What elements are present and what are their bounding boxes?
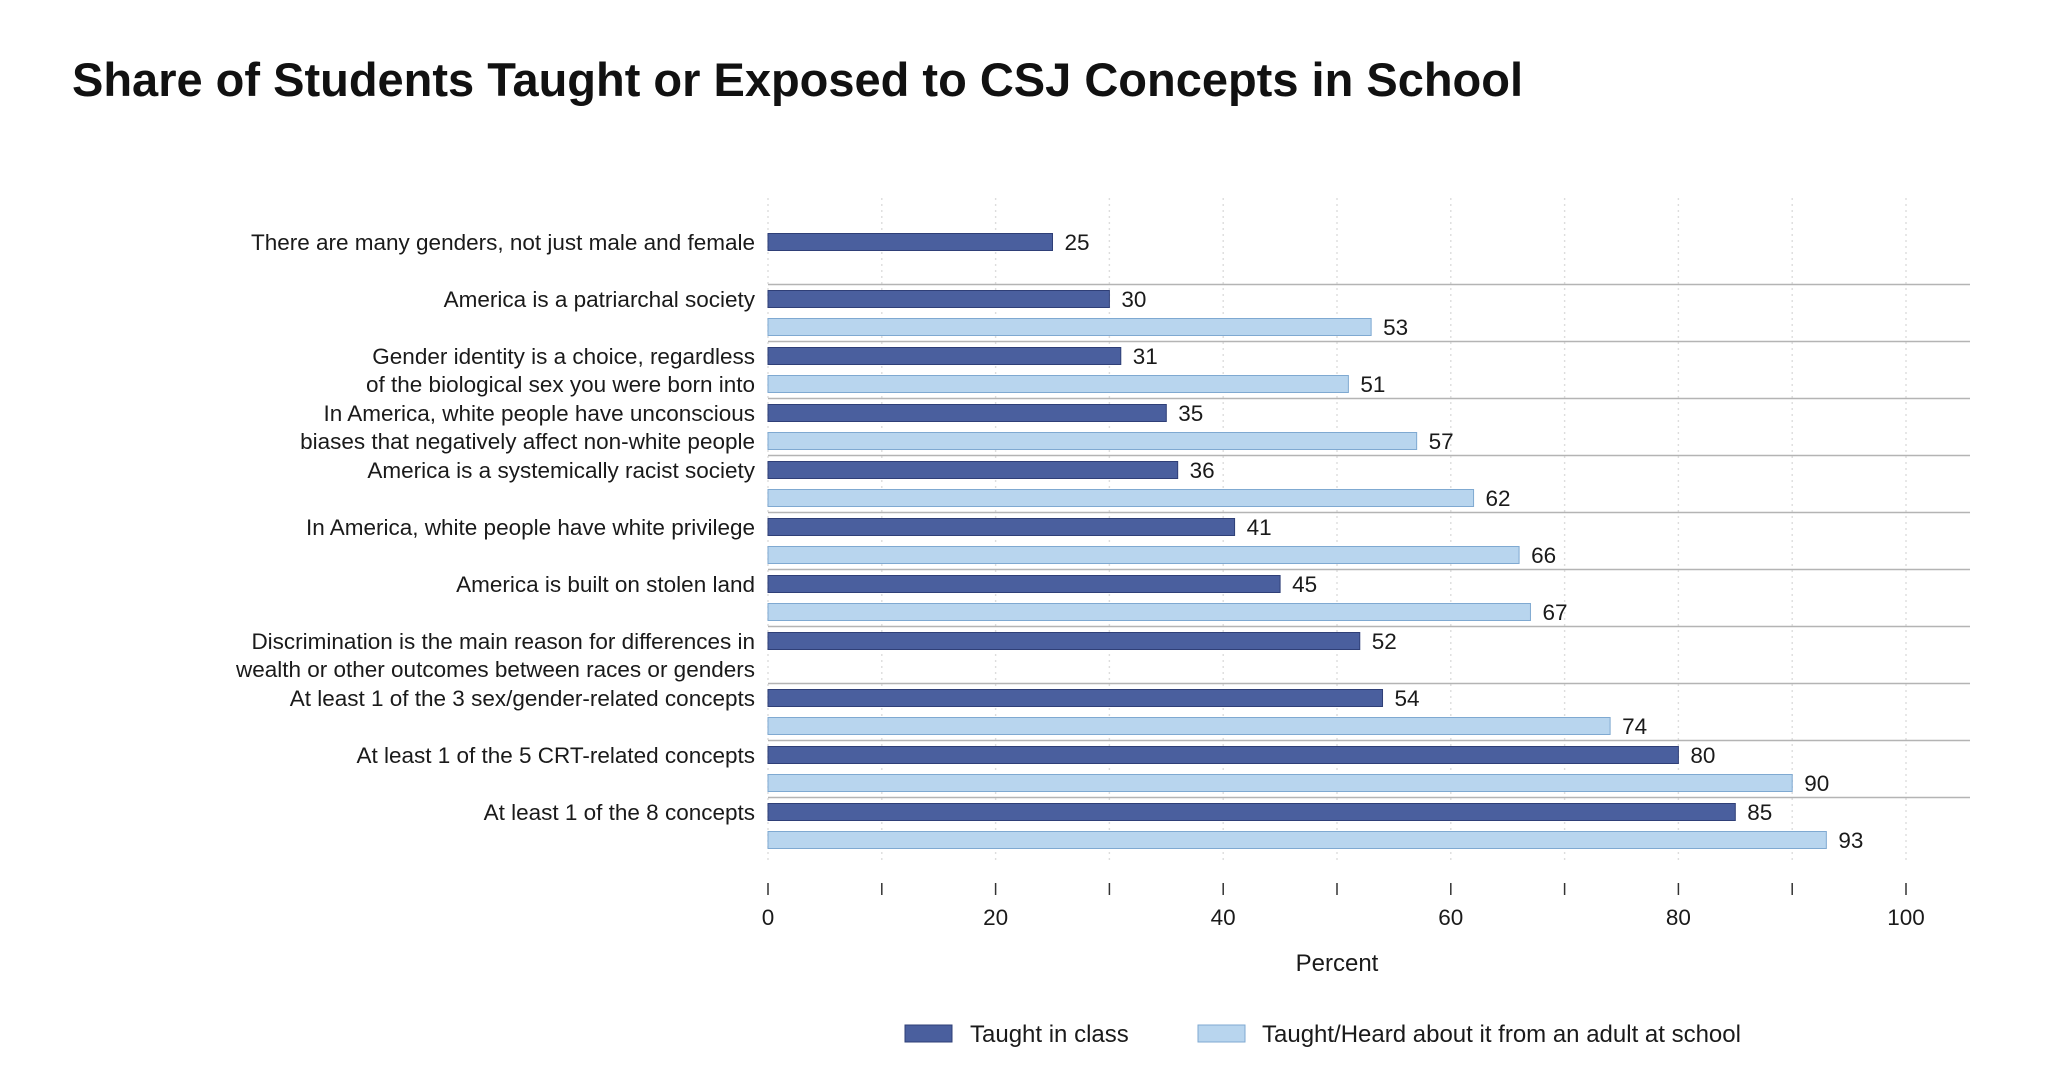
category-label: In America, white people have white priv… bbox=[306, 515, 755, 540]
category-label: There are many genders, not just male an… bbox=[251, 230, 755, 255]
bar-taught-in-class bbox=[767, 575, 1281, 593]
value-label: 53 bbox=[1383, 315, 1408, 340]
value-label: 57 bbox=[1429, 429, 1454, 454]
value-label: 31 bbox=[1133, 344, 1158, 369]
value-label: 93 bbox=[1838, 828, 1863, 853]
bar-heard-from-adult bbox=[767, 603, 1531, 621]
value-label: 54 bbox=[1395, 686, 1420, 711]
category-label: wealth or other outcomes between races o… bbox=[235, 657, 755, 682]
bar-heard-from-adult bbox=[767, 774, 1793, 792]
category-label: Gender identity is a choice, regardless bbox=[372, 344, 755, 369]
chart-title: Share of Students Taught or Exposed to C… bbox=[72, 53, 1524, 106]
bar-taught-in-class bbox=[767, 518, 1236, 536]
category-labels: There are many genders, not just male an… bbox=[235, 230, 756, 825]
x-tick-label: 20 bbox=[983, 905, 1008, 930]
bar-heard-from-adult bbox=[767, 489, 1475, 507]
x-tick-label: 40 bbox=[1211, 905, 1236, 930]
value-label: 80 bbox=[1690, 743, 1715, 768]
bar-heard-from-adult bbox=[767, 375, 1349, 393]
value-label: 90 bbox=[1804, 771, 1829, 796]
bar-heard-from-adult bbox=[767, 717, 1611, 735]
value-label: 25 bbox=[1065, 230, 1090, 255]
value-label: 52 bbox=[1372, 629, 1397, 654]
bar-taught-in-class bbox=[767, 347, 1122, 365]
category-label: America is built on stolen land bbox=[456, 572, 755, 597]
value-label: 62 bbox=[1486, 486, 1511, 511]
category-label: America is a patriarchal society bbox=[444, 287, 756, 312]
value-label: 66 bbox=[1531, 543, 1556, 568]
bar-heard-from-adult bbox=[767, 831, 1827, 849]
value-label: 74 bbox=[1622, 714, 1647, 739]
category-label: of the biological sex you were born into bbox=[366, 372, 755, 397]
legend-label: Taught/Heard about it from an adult at s… bbox=[1262, 1021, 1741, 1048]
category-label: At least 1 of the 5 CRT-related concepts bbox=[356, 743, 755, 768]
bar-taught-in-class bbox=[767, 632, 1361, 650]
value-label: 85 bbox=[1747, 800, 1772, 825]
x-tick-label: 100 bbox=[1887, 905, 1925, 930]
bars bbox=[767, 233, 1827, 849]
bar-taught-in-class bbox=[767, 746, 1679, 764]
category-label: biases that negatively affect non-white … bbox=[300, 429, 755, 454]
category-label: At least 1 of the 8 concepts bbox=[484, 800, 755, 825]
bar-taught-in-class bbox=[767, 461, 1179, 479]
legend-label: Taught in class bbox=[970, 1021, 1129, 1048]
x-axis: 0 20 40 60 80 100 Percent bbox=[762, 883, 1925, 977]
bar-heard-from-adult bbox=[767, 318, 1372, 336]
legend-swatch-heard-from-adult bbox=[1197, 1024, 1246, 1043]
value-label: 35 bbox=[1178, 401, 1203, 426]
value-label: 41 bbox=[1247, 515, 1272, 540]
value-label: 51 bbox=[1360, 372, 1385, 397]
bar-heard-from-adult bbox=[767, 546, 1520, 564]
category-label: At least 1 of the 3 sex/gender-related c… bbox=[290, 686, 755, 711]
category-label: In America, white people have unconsciou… bbox=[323, 401, 755, 426]
category-label: America is a systemically racist society bbox=[367, 458, 755, 483]
value-label: 36 bbox=[1190, 458, 1215, 483]
x-axis-title: Percent bbox=[1296, 950, 1379, 977]
x-tick-label: 0 bbox=[762, 905, 775, 930]
bar-taught-in-class bbox=[767, 689, 1384, 707]
legend-swatch-taught-in-class bbox=[904, 1024, 953, 1043]
x-tick-label: 60 bbox=[1438, 905, 1463, 930]
value-label: 67 bbox=[1542, 600, 1567, 625]
category-separators bbox=[768, 283, 1970, 799]
bar-heard-from-adult bbox=[767, 432, 1418, 450]
bar-taught-in-class bbox=[767, 233, 1053, 251]
bar-taught-in-class bbox=[767, 290, 1110, 308]
value-label: 30 bbox=[1121, 287, 1146, 312]
value-labels: 25 30 31 35 36 41 45 52 54 80 85 53 51 57 62 66 67 74 90 93 bbox=[1065, 230, 1864, 853]
bar-taught-in-class bbox=[767, 803, 1736, 821]
category-label: Discrimination is the main reason for di… bbox=[251, 629, 755, 654]
bar-taught-in-class bbox=[767, 404, 1167, 422]
legend: Taught in class Taught/Heard about it fro… bbox=[904, 1021, 1741, 1048]
value-label: 45 bbox=[1292, 572, 1317, 597]
x-tick-label: 80 bbox=[1666, 905, 1691, 930]
